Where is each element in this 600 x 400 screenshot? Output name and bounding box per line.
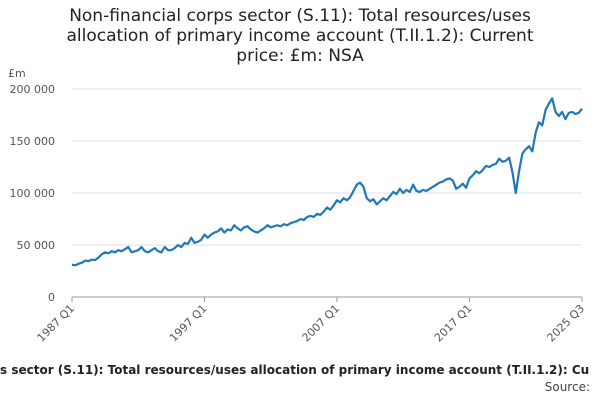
chart-title: Non-financial corps sector (S.11): Total… (66, 6, 534, 66)
x-tick-label: 2025 Q3 (545, 302, 588, 345)
y-tick-label: 150 000 (10, 135, 56, 148)
footer: s sector (S.11): Total resources/uses al… (0, 363, 590, 377)
y-tick-label: 0 (48, 291, 55, 304)
y-tick-label: 50 000 (17, 239, 56, 252)
y-tick-label: 200 000 (10, 83, 56, 96)
y-unit: £m (8, 67, 26, 80)
x-tick-label: 2017 Q1 (432, 302, 475, 345)
x-tick-label: 1997 Q1 (167, 302, 210, 345)
x-tick-label: 2007 Q1 (300, 302, 343, 345)
source: Source: (544, 380, 590, 394)
x-tick-label: 1987 Q1 (35, 302, 78, 345)
data-line (71, 97, 583, 267)
y-tick-label: 100 000 (10, 187, 56, 200)
